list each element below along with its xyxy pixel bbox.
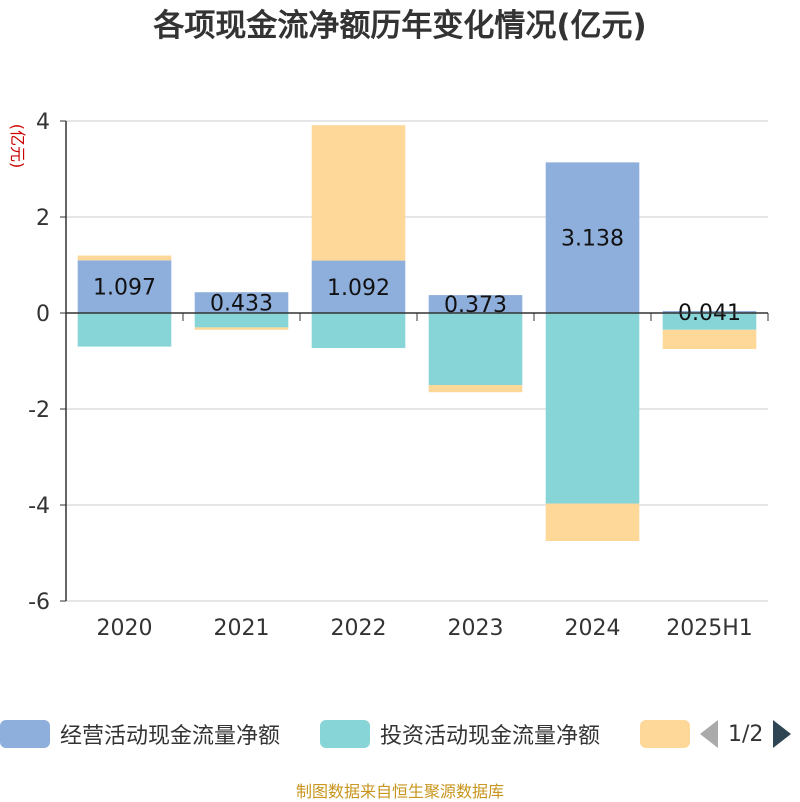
x-tick-label: 2022	[331, 616, 387, 641]
bar-2022-series-2	[311, 125, 406, 261]
bar-2025H1-series-2	[662, 329, 757, 349]
bar-2020-series-2	[77, 255, 172, 261]
legend-label-operating: 经营活动现金流量净额	[60, 724, 281, 749]
bar-2023-series-2	[428, 385, 523, 393]
bar-2022-series-0	[311, 260, 406, 313]
legend-prev-page-icon[interactable]	[700, 720, 718, 748]
bar-2024-series-2	[545, 503, 640, 541]
data-source-footer: 制图数据来自恒生聚源数据库	[295, 782, 504, 801]
bar-2022-series-1	[311, 313, 406, 349]
data-label-2020: 1.097	[93, 276, 156, 301]
data-label-2023: 0.373	[444, 293, 507, 318]
chart-title: 各项现金流净额历年变化情况(亿元)	[153, 8, 647, 44]
bar-chart: 420-2-4-6(亿元)1.0970.4331.0920.3733.1380.…	[8, 110, 769, 641]
x-tick-label: 2021	[214, 616, 270, 641]
bar-2024-series-0	[545, 162, 640, 313]
bar-2023-series-1	[428, 313, 523, 385]
legend-item-third[interactable]	[640, 716, 690, 752]
legend-item-investing[interactable]: 投资活动现金流量净额	[320, 716, 600, 752]
legend: 经营活动现金流量净额 投资活动现金流量净额	[0, 716, 800, 752]
x-tick-label: 2025H1	[666, 616, 753, 641]
bar-2021-series-2	[194, 327, 289, 330]
bar-2025H1-series-1	[662, 313, 757, 330]
bar-2023-series-0	[428, 295, 523, 313]
legend-swatch-third	[640, 720, 690, 748]
legend-page-indicator: 1/2	[728, 721, 764, 747]
data-label-2024: 3.138	[561, 227, 624, 252]
data-label-2022: 1.092	[327, 276, 390, 301]
legend-label-investing: 投资活动现金流量净额	[380, 724, 601, 749]
bar-2021-series-0	[194, 292, 289, 313]
legend-swatch-operating	[0, 720, 50, 748]
x-tick-label: 2024	[565, 616, 621, 641]
legend-swatch-investing	[320, 720, 370, 748]
bar-2024-series-1	[545, 313, 640, 504]
y-tick-label: -4	[28, 494, 50, 519]
y-tick-label: 4	[36, 110, 50, 135]
bar-2020-series-0	[77, 260, 172, 313]
x-tick-label: 2020	[97, 616, 153, 641]
y-tick-label: 2	[36, 206, 50, 231]
legend-item-operating[interactable]: 经营活动现金流量净额	[0, 716, 280, 752]
y-axis-label: (亿元)	[8, 124, 27, 169]
bar-2020-series-1	[77, 313, 172, 347]
y-tick-label: -2	[28, 398, 50, 423]
bar-2021-series-1	[194, 313, 289, 328]
legend-next-page-icon[interactable]	[773, 720, 792, 748]
y-tick-label: 0	[36, 302, 50, 327]
legend-pager: 1/2	[700, 716, 800, 752]
y-tick-label: -6	[28, 590, 50, 615]
x-tick-label: 2023	[448, 616, 504, 641]
bar-2025H1-series-0	[662, 311, 757, 313]
